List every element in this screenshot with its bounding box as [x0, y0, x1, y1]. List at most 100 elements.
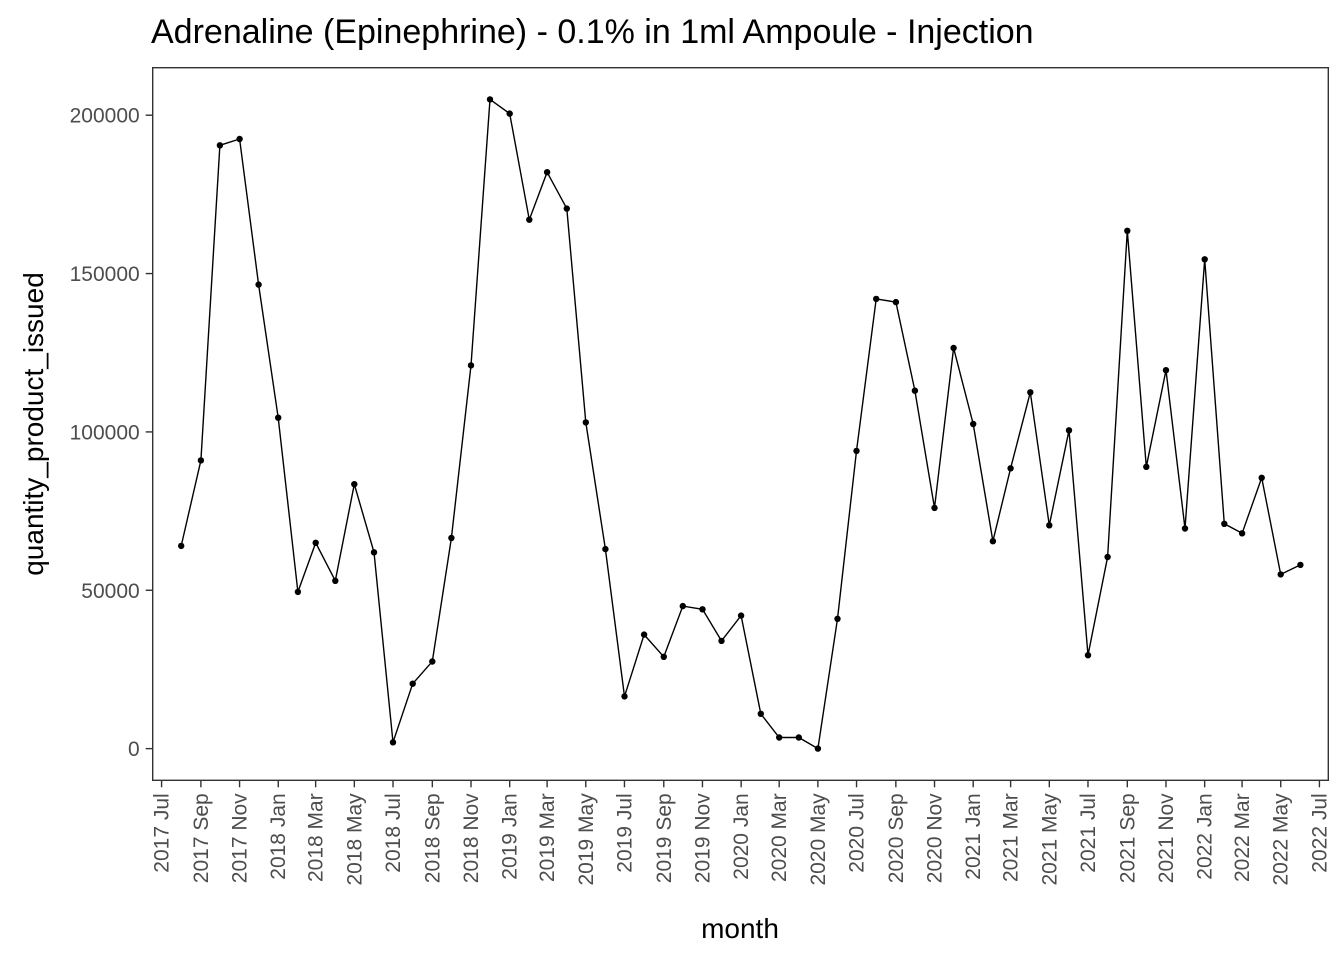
- x-tick-label: 2020 May: [807, 793, 830, 886]
- data-point: [776, 734, 783, 741]
- data-point: [950, 344, 957, 352]
- data-point: [911, 387, 919, 394]
- data-point: [853, 447, 860, 455]
- x-tick-label: 2018 Sep: [421, 793, 444, 883]
- data-point: [486, 96, 494, 103]
- data-point: [312, 539, 319, 546]
- x-tick-label: 2017 Jul: [151, 793, 174, 872]
- x-tick-label: 2022 Mar: [1231, 793, 1254, 882]
- y-axis-title: quantity_product_issued: [18, 272, 49, 576]
- data-point: [892, 298, 900, 306]
- data-point: [1181, 525, 1189, 532]
- data-point: [506, 110, 513, 117]
- data-point: [178, 542, 185, 550]
- data-point: [795, 734, 802, 741]
- x-tick-label: 2017 Nov: [229, 793, 252, 883]
- data-point: [1221, 520, 1228, 527]
- x-tick-label: 2019 Nov: [691, 793, 714, 883]
- x-tick-label: 2022 Jan: [1194, 793, 1217, 879]
- data-point: [294, 588, 302, 596]
- x-tick-label: 2020 Nov: [924, 793, 947, 883]
- data-point: [543, 169, 551, 176]
- data-point: [602, 545, 609, 553]
- x-tick-label: 2019 Jan: [499, 793, 522, 879]
- data-point: [621, 693, 628, 700]
- data-point: [236, 135, 243, 143]
- data-point: [409, 680, 416, 687]
- data-point: [1201, 256, 1208, 263]
- data-point: [1027, 389, 1034, 396]
- data-point: [429, 658, 436, 665]
- x-tick-label: 2021 Jul: [1077, 793, 1100, 872]
- data-point: [989, 538, 997, 545]
- series-line: [180, 98, 1301, 750]
- x-tick-label: 2018 Nov: [460, 793, 483, 883]
- x-tick-label: 2017 Sep: [190, 793, 213, 883]
- chart-title: Adrenaline (Epinephrine) - 0.1% in 1ml A…: [151, 13, 1034, 51]
- data-point: [834, 615, 841, 622]
- data-point: [370, 549, 378, 556]
- x-tick-label: 2018 Jan: [267, 793, 290, 879]
- data-point: [389, 739, 397, 746]
- data-point: [1277, 571, 1284, 578]
- data-point: [448, 534, 455, 542]
- data-point: [467, 362, 475, 369]
- data-point: [255, 281, 262, 288]
- data-point: [640, 631, 648, 638]
- data-point: [931, 504, 938, 512]
- data-point: [197, 457, 205, 464]
- y-tick-label: 100000: [70, 421, 140, 444]
- x-tick-label: 2021 Sep: [1116, 793, 1139, 883]
- x-tick-label: 2020 Jul: [846, 793, 869, 872]
- x-tick-label: 2022 Jul: [1308, 793, 1331, 872]
- y-tick-label: 150000: [70, 263, 140, 286]
- x-tick-label: 2020 Sep: [885, 793, 908, 883]
- x-tick-label: 2018 May: [343, 793, 366, 886]
- x-tick-label: 2018 Jul: [382, 793, 405, 872]
- data-point: [216, 142, 224, 149]
- data-point: [351, 481, 358, 488]
- y-tick-label: 200000: [70, 105, 140, 128]
- x-axis-title: month: [701, 913, 779, 944]
- data-point: [970, 420, 977, 428]
- series-quantity-product-issued: [178, 96, 1304, 752]
- data-point: [1007, 465, 1014, 472]
- data-point: [1297, 561, 1304, 569]
- x-tick-label: 2020 Mar: [768, 793, 791, 882]
- x-tick-label: 2021 Mar: [1000, 793, 1023, 882]
- data-point: [1084, 652, 1092, 659]
- y-tick-label: 50000: [81, 580, 139, 603]
- data-point: [1238, 530, 1246, 537]
- data-point: [1162, 367, 1170, 374]
- y-tick-label: 0: [128, 738, 140, 761]
- x-tick-label: 2021 Jan: [962, 793, 985, 879]
- data-point: [699, 606, 706, 613]
- data-point: [582, 419, 589, 426]
- x-tick-label: 2019 Mar: [536, 793, 559, 882]
- data-point: [1124, 227, 1131, 234]
- data-point: [1258, 474, 1265, 481]
- data-point: [757, 710, 764, 717]
- data-point: [1143, 463, 1150, 470]
- data-point: [718, 637, 725, 645]
- x-tick-label: 2019 Jul: [613, 793, 636, 872]
- data-point: [563, 205, 570, 212]
- data-point: [526, 216, 533, 223]
- data-point: [814, 745, 822, 752]
- x-tick-label: 2019 May: [575, 793, 598, 886]
- x-tick-label: 2022 May: [1270, 793, 1293, 886]
- x-tick-label: 2018 Mar: [305, 793, 328, 882]
- x-tick-label: 2021 May: [1038, 793, 1061, 886]
- x-tick-label: 2021 Nov: [1155, 793, 1178, 883]
- x-tick-label: 2020 Jan: [730, 793, 753, 879]
- data-point: [332, 577, 339, 584]
- x-tick-label: 2019 Sep: [653, 793, 676, 883]
- data-point: [1104, 553, 1111, 561]
- data-point: [275, 414, 282, 421]
- data-point: [660, 653, 667, 660]
- data-point: [1046, 522, 1053, 529]
- data-point: [1065, 427, 1073, 434]
- x-axis: 2017 Jul 2017 Sep 2017 Nov 2018 Jan 2018 Mar…: [151, 780, 1331, 886]
